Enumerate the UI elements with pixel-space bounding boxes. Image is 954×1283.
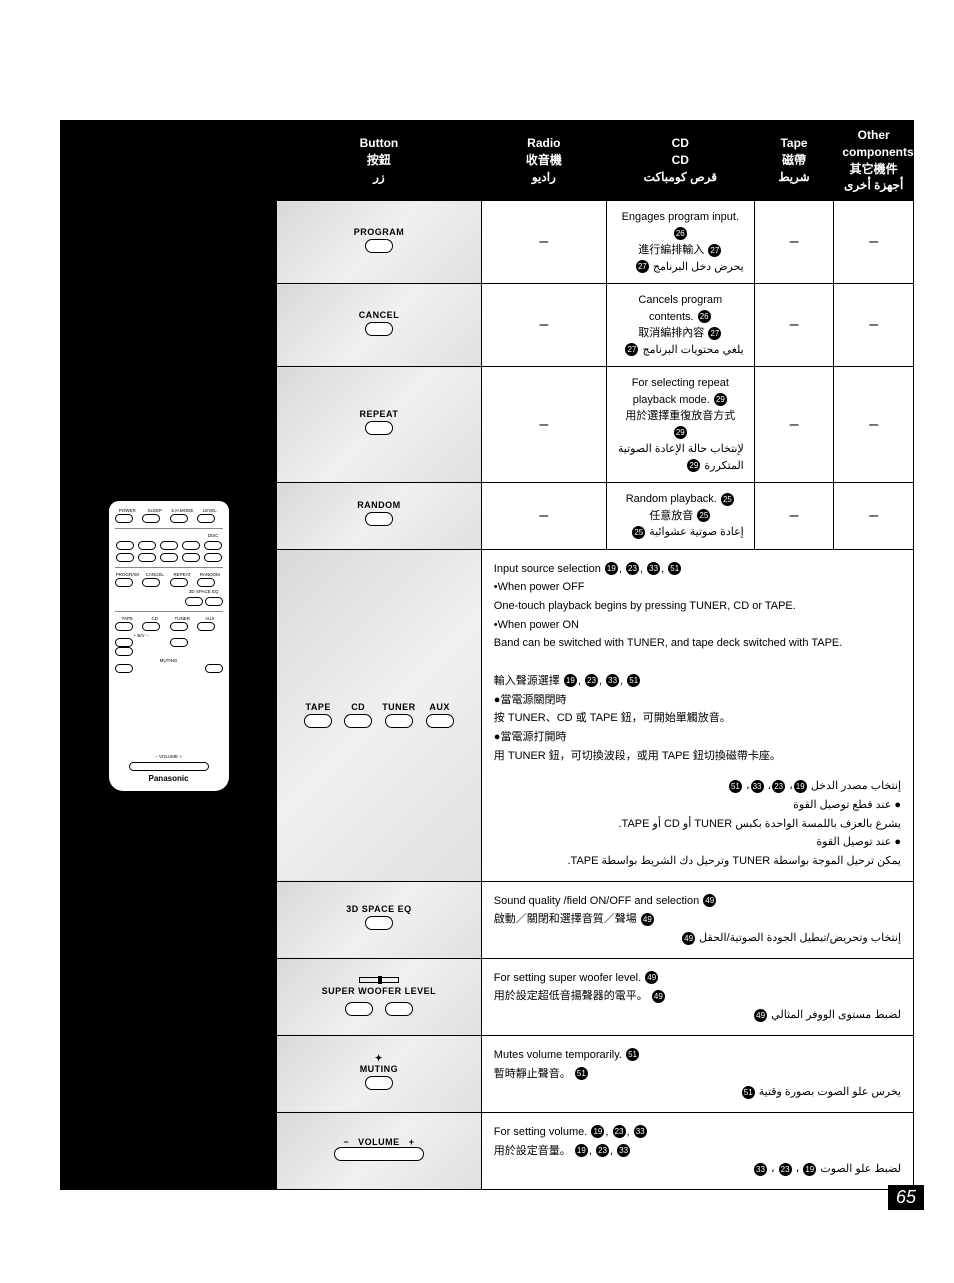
btn-input-source: TAPE CD TUNER AUX xyxy=(277,549,482,881)
btn-random: RANDOM xyxy=(277,483,482,550)
cancel-cd: Cancels program contents. 26 取消編排內容 27 ي… xyxy=(606,284,754,367)
col-cd: CD CD قرص كومباكت xyxy=(606,121,754,201)
program-radio: – xyxy=(481,201,606,284)
col-other: Other components 其它機件 أجهزة أخرى xyxy=(834,121,914,201)
repeat-other: – xyxy=(834,367,914,483)
cancel-other: – xyxy=(834,284,914,367)
col-radio: Radio 收音機 راديو xyxy=(481,121,606,201)
random-tape: – xyxy=(754,483,834,550)
remote-illustration: POWER SLEEP S.H.MODE LEVEL DISC xyxy=(109,501,229,791)
btn-eq: 3D SPACE EQ xyxy=(277,881,482,958)
repeat-cd: For selecting repeat playback mode. 29 用… xyxy=(606,367,754,483)
btn-cancel: CANCEL xyxy=(277,284,482,367)
random-radio: – xyxy=(481,483,606,550)
repeat-tape: – xyxy=(754,367,834,483)
program-cd: Engages program input. 26 進行編排輸入 27 يحرض… xyxy=(606,201,754,284)
cancel-radio: – xyxy=(481,284,606,367)
input-source-desc: Input source selection 19, 23, 33, 51 •W… xyxy=(481,549,913,881)
col-tape: Tape 磁帶 شريط xyxy=(754,121,834,201)
eq-desc: Sound quality /field ON/OFF and selectio… xyxy=(481,881,913,958)
btn-program: PROGRAM xyxy=(277,201,482,284)
muting-desc: Mutes volume temporarily. 51 暫時靜止聲音。 51 … xyxy=(481,1035,913,1112)
faint-header-text xyxy=(60,30,914,120)
random-cd: Random playback. 25 任意放音 25 إعادة صوتية … xyxy=(606,483,754,550)
btn-repeat: REPEAT xyxy=(277,367,482,483)
cancel-tape: – xyxy=(754,284,834,367)
random-other: – xyxy=(834,483,914,550)
col-button: Button 按鈕 زر xyxy=(277,121,482,201)
function-table: POWER SLEEP S.H.MODE LEVEL DISC xyxy=(60,120,914,1190)
repeat-radio: – xyxy=(481,367,606,483)
header-row: POWER SLEEP S.H.MODE LEVEL DISC xyxy=(61,121,914,201)
program-tape: – xyxy=(754,201,834,284)
remote-illustration-cell: POWER SLEEP S.H.MODE LEVEL DISC xyxy=(61,121,277,1190)
btn-volume: − VOLUME + xyxy=(277,1112,482,1189)
btn-muting: ✦MUTING xyxy=(277,1035,482,1112)
btn-woofer: SUPER WOOFER LEVEL xyxy=(277,958,482,1035)
remote-brand: Panasonic xyxy=(115,774,223,783)
page-number: 65 xyxy=(888,1185,924,1210)
program-other: – xyxy=(834,201,914,284)
woofer-desc: For setting super woofer level. 49 用於設定超… xyxy=(481,958,913,1035)
volume-desc: For setting volume. 19, 23, 33 用於設定音量。 1… xyxy=(481,1112,913,1189)
